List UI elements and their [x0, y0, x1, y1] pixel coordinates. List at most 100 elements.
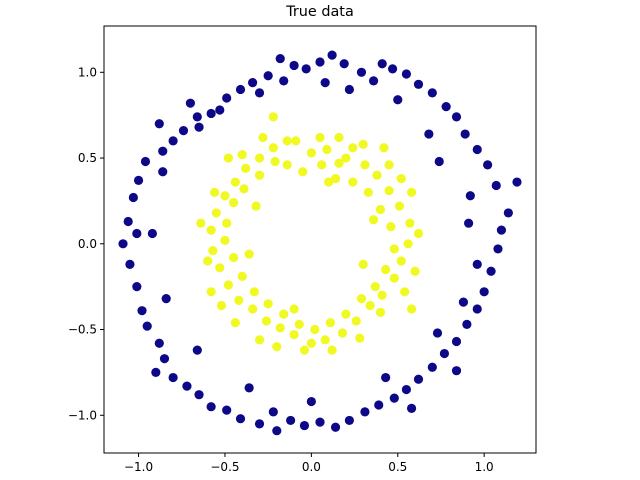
data-point	[241, 163, 251, 173]
data-point	[268, 143, 278, 153]
data-point	[154, 119, 164, 129]
data-point	[268, 112, 278, 122]
data-point	[282, 136, 292, 146]
data-point	[289, 304, 299, 314]
data-point	[147, 228, 157, 239]
data-point	[306, 148, 316, 158]
data-point	[348, 143, 358, 153]
data-point	[401, 69, 411, 79]
data-point	[137, 306, 147, 316]
data-point	[479, 287, 489, 297]
data-point	[275, 323, 285, 333]
data-point	[427, 362, 437, 372]
data-point	[358, 139, 368, 149]
data-point	[299, 420, 310, 431]
data-point	[384, 186, 394, 196]
data-point	[368, 215, 379, 225]
data-point	[330, 174, 341, 184]
data-point	[237, 150, 247, 160]
plot-area	[118, 50, 522, 436]
data-point	[223, 280, 234, 290]
data-point	[365, 300, 375, 311]
data-point	[154, 338, 164, 348]
data-point	[406, 403, 417, 414]
data-point	[168, 136, 178, 146]
data-point	[496, 225, 507, 235]
data-point	[406, 304, 417, 314]
data-point	[222, 93, 232, 103]
data-point	[360, 160, 370, 170]
data-point	[334, 158, 344, 168]
y-tick-label: −1.0	[68, 408, 97, 422]
data-point	[356, 294, 367, 304]
data-point	[206, 108, 216, 119]
data-point	[387, 64, 398, 74]
data-point	[223, 153, 234, 163]
data-point	[125, 259, 135, 269]
x-axis: −1.0 −0.5 0.0 0.5 1.0	[124, 453, 494, 474]
y-tick-label: −0.5	[68, 323, 97, 337]
data-point	[351, 316, 361, 326]
data-point	[279, 76, 289, 86]
data-point	[229, 252, 239, 263]
data-point	[185, 98, 195, 108]
data-point	[315, 417, 325, 427]
data-point	[451, 112, 462, 122]
data-point	[315, 57, 325, 67]
data-point	[142, 321, 152, 331]
data-point	[472, 304, 482, 314]
data-point	[356, 67, 367, 77]
data-point	[151, 367, 161, 377]
data-point	[132, 228, 142, 239]
data-point	[406, 187, 417, 197]
data-point	[410, 266, 420, 276]
data-point	[234, 295, 244, 305]
data-point	[424, 129, 434, 139]
data-point	[370, 282, 380, 292]
data-point	[161, 294, 171, 304]
data-point	[251, 201, 261, 211]
data-point	[220, 235, 230, 245]
data-point	[272, 426, 282, 436]
data-point	[432, 328, 443, 338]
data-point	[389, 244, 399, 254]
data-point	[220, 191, 230, 201]
data-point	[206, 225, 216, 235]
data-point	[320, 335, 330, 345]
data-point	[235, 414, 246, 424]
data-point	[355, 333, 365, 343]
data-point	[393, 95, 403, 105]
data-point	[320, 77, 330, 88]
data-point	[375, 204, 386, 215]
data-point	[317, 160, 327, 170]
data-point	[270, 156, 280, 167]
data-point	[325, 318, 335, 328]
data-point	[465, 191, 475, 201]
data-point	[133, 175, 144, 185]
data-point	[132, 282, 142, 292]
data-point	[248, 77, 258, 88]
data-point	[123, 216, 133, 227]
data-point	[196, 218, 206, 228]
data-point	[275, 53, 285, 64]
data-point	[258, 132, 268, 143]
data-point	[341, 309, 351, 319]
data-point	[272, 342, 282, 352]
data-point	[401, 384, 411, 395]
y-axis: −1.0 −0.5 0.0 0.5 1.0	[68, 65, 104, 422]
data-point	[389, 393, 399, 403]
data-point	[263, 299, 273, 309]
data-point	[222, 218, 232, 228]
data-point	[301, 64, 311, 74]
data-point	[128, 192, 138, 203]
data-point	[294, 319, 304, 329]
data-point	[206, 287, 216, 297]
data-point	[427, 88, 437, 98]
data-point	[254, 335, 265, 345]
data-point	[208, 246, 218, 256]
data-point	[158, 146, 168, 156]
data-point	[384, 160, 394, 170]
data-point	[327, 50, 337, 60]
data-point	[451, 366, 462, 376]
data-point	[203, 256, 213, 266]
